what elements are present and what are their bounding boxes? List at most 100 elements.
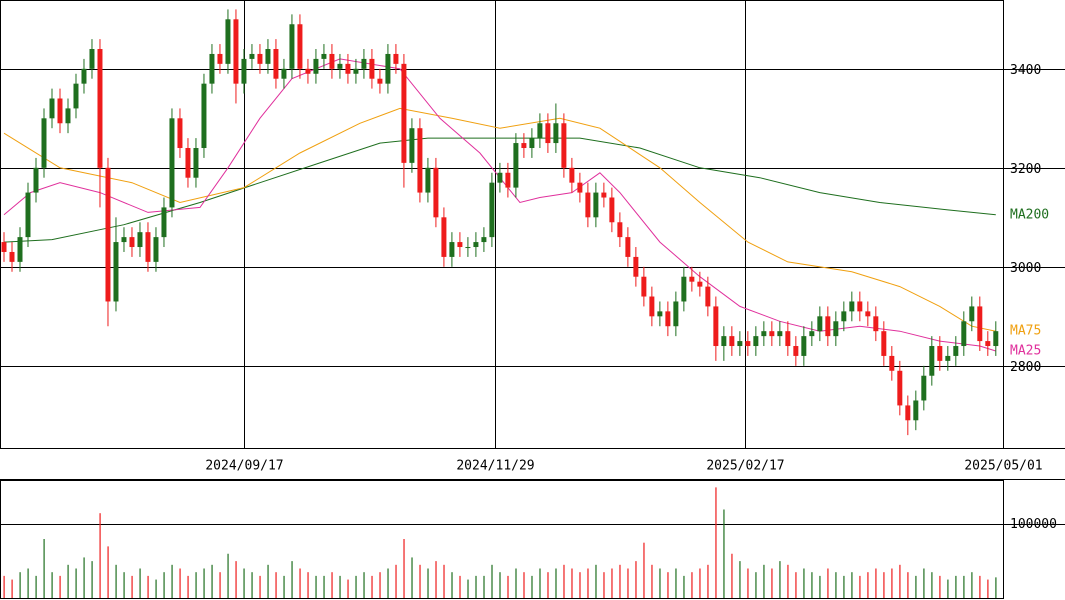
volume-bar	[11, 579, 13, 598]
candle-body	[145, 232, 151, 262]
candle-body	[417, 128, 423, 193]
candle-body	[33, 167, 39, 193]
candle-body	[249, 53, 255, 59]
candle-body	[217, 53, 223, 64]
volume-bar	[747, 568, 749, 598]
candle-body	[649, 296, 655, 317]
volume-bar	[675, 568, 677, 598]
candle-body	[265, 49, 271, 64]
candle-body	[537, 123, 543, 139]
candle-body	[9, 251, 15, 262]
volume-bar	[59, 575, 61, 598]
candle-body	[241, 58, 247, 84]
volume-bar	[627, 568, 629, 598]
candle-body	[593, 192, 599, 218]
volume-bar	[219, 572, 221, 598]
volume-bar	[611, 568, 613, 598]
candle-body	[681, 276, 687, 302]
volume-bar	[147, 575, 149, 598]
volume-bar	[387, 568, 389, 598]
volume-bar	[995, 577, 997, 598]
volume-bar	[163, 572, 165, 598]
volume-bar	[587, 568, 589, 598]
candle-body	[769, 331, 775, 337]
candle-body	[385, 53, 391, 84]
candle-body	[777, 331, 783, 337]
volume-bar	[307, 572, 309, 598]
candle-body	[657, 311, 663, 317]
candle-body	[313, 58, 319, 74]
volume-bar	[139, 568, 141, 598]
candle-body	[169, 118, 175, 208]
candle-body	[969, 306, 975, 322]
candle-body	[953, 346, 959, 356]
candle-body	[137, 232, 143, 248]
volume-bar	[547, 572, 549, 598]
volume-bar	[907, 572, 909, 598]
volume-frame	[0, 480, 1004, 599]
candle-body	[289, 24, 295, 69]
volume-bar	[371, 575, 373, 598]
candle-body	[497, 172, 503, 183]
volume-bar	[523, 572, 525, 598]
volume-bar	[475, 575, 477, 598]
candle-body	[457, 242, 463, 248]
candle-body	[665, 311, 671, 327]
candle-body	[993, 331, 999, 347]
candle-body	[369, 58, 375, 79]
volume-bar	[667, 572, 669, 598]
volume-bar	[91, 561, 93, 598]
volume-bar	[211, 564, 213, 598]
x-tick-label: 2024/11/29	[456, 459, 534, 474]
candle-body	[881, 331, 887, 356]
candle-body	[225, 19, 231, 64]
volume-bar	[803, 568, 805, 598]
candle-body	[857, 301, 863, 312]
volume-bar	[891, 568, 893, 598]
volume-bar	[467, 579, 469, 598]
candle-body	[153, 237, 159, 262]
volume-bar	[835, 572, 837, 598]
volume-bar	[427, 568, 429, 598]
volume-bar	[403, 539, 405, 598]
volume-bar	[827, 568, 829, 598]
candle-body	[393, 53, 399, 64]
candle-body	[321, 53, 327, 59]
candle-body	[185, 148, 191, 178]
volume-bar	[923, 568, 925, 598]
candle-body	[473, 242, 479, 248]
volume-bar	[363, 572, 365, 598]
volume-bar	[707, 564, 709, 598]
candle-body	[921, 375, 927, 401]
volume-bar	[43, 539, 45, 598]
candle-body	[865, 311, 871, 317]
candle-body	[353, 68, 359, 74]
volume-bar	[883, 572, 885, 598]
x-tick-label: 2025/05/01	[964, 459, 1042, 474]
candle-body	[721, 336, 727, 347]
candle-body	[233, 19, 239, 84]
volume-bar	[579, 572, 581, 598]
volume-bar	[595, 564, 597, 598]
candle-body	[585, 192, 591, 218]
price-frame	[0, 0, 1004, 449]
volume-bar	[955, 575, 957, 598]
volume-bar	[419, 564, 421, 598]
volume-bar	[851, 572, 853, 598]
candle-body	[529, 138, 535, 149]
candle-body	[609, 197, 615, 223]
volume-bar	[155, 579, 157, 598]
volume-bar	[507, 575, 509, 598]
volume-bar	[603, 572, 605, 598]
x-tick-label: 2024/09/17	[205, 459, 283, 474]
candle-body	[913, 400, 919, 421]
volume-bar	[771, 568, 773, 598]
volume-bar	[323, 575, 325, 598]
volume-bar	[459, 575, 461, 598]
candle-body	[977, 306, 983, 342]
y-tick-label: 100000	[1010, 517, 1057, 532]
volume-bar	[563, 564, 565, 598]
volume-bar	[331, 572, 333, 598]
volume-bar	[411, 557, 413, 598]
